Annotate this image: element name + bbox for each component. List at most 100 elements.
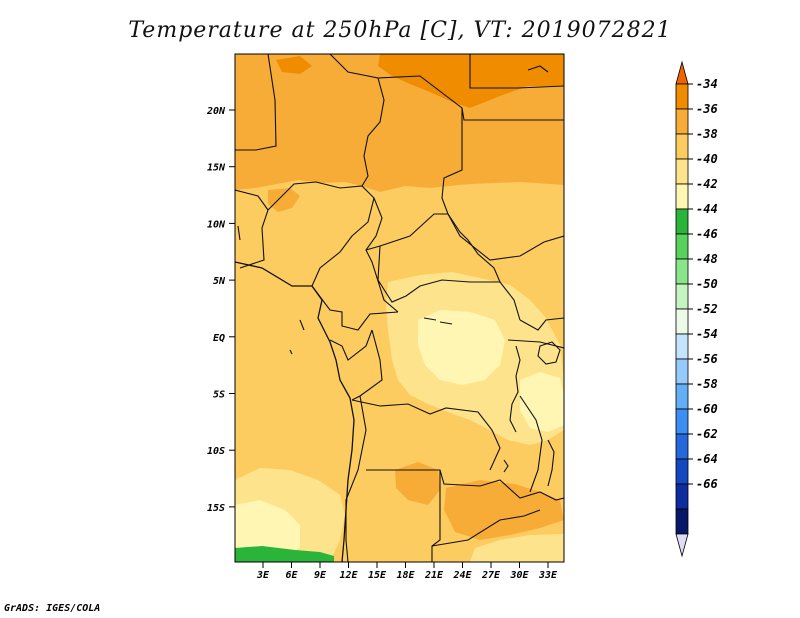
colorbar-label: -36	[696, 102, 718, 116]
lon-label: 21E	[424, 570, 444, 581]
lat-label: 10S	[207, 446, 225, 457]
colorbar-swatch	[675, 258, 689, 285]
border-south-sudan	[447, 213, 564, 261]
colorbar-swatch	[675, 208, 689, 235]
colorbar-swatch	[675, 333, 689, 360]
lon-label: 27E	[481, 570, 501, 581]
border-uganda	[519, 317, 564, 331]
border-mali	[235, 54, 277, 151]
field-minus44-east	[520, 372, 564, 432]
lat-label: 5S	[213, 390, 225, 401]
colorbar: -34 -36 -38 -40 -42 -44 -46 -48 -50 -52 -54 -56 -58 -…	[675, 60, 718, 558]
colorbar-swatch	[675, 383, 689, 410]
border-gabon-congo	[311, 285, 399, 331]
colorbar-swatch	[675, 358, 689, 385]
field-minus46-southwest	[235, 546, 334, 562]
border-west-a	[235, 189, 269, 269]
border-angola-zambia	[366, 469, 481, 487]
lat-label: 15S	[207, 503, 225, 514]
colorbar-swatch	[675, 183, 689, 210]
colorbar-label: -62	[696, 427, 718, 441]
lat-label: 20N	[206, 106, 226, 117]
country-borders	[235, 54, 564, 562]
colorbar-swatch	[675, 158, 689, 185]
lat-label: EQ	[213, 333, 225, 344]
colorbar-swatch	[675, 508, 689, 535]
field-minus36-patch-a	[276, 56, 312, 74]
colorbar-swatch	[675, 60, 689, 85]
coast-northeast	[527, 65, 549, 73]
colorbar-label: -42	[696, 177, 718, 191]
lon-label: 18E	[396, 570, 415, 581]
lon-label: 33E	[538, 570, 558, 581]
border-libya-chad	[377, 75, 463, 215]
lon-label: 15E	[368, 570, 387, 581]
colorbar-label: -44	[696, 202, 718, 216]
colorbar-label: -56	[696, 352, 718, 366]
border-algeria-niger	[329, 54, 385, 187]
lon-label: 9E	[314, 570, 327, 581]
lon-label: 3E	[256, 570, 270, 581]
lat-label: 10N	[207, 219, 226, 230]
border-sudan-north	[461, 107, 564, 121]
temperature-field	[235, 54, 564, 562]
field-minus42-southeast	[470, 534, 564, 562]
colorbar-swatch	[675, 233, 689, 260]
lon-label: 12E	[339, 570, 358, 581]
colorbar-label: -60	[696, 402, 718, 416]
field-minus44-southwest	[235, 500, 300, 556]
colorbar-label: -48	[696, 252, 718, 266]
lon-label: 6E	[285, 570, 298, 581]
border-congo-b	[329, 329, 373, 361]
colorbar-swatch	[675, 308, 689, 335]
colorbar-swatch	[675, 108, 689, 135]
border-car-drc	[377, 245, 521, 321]
colorbar-label: -34	[696, 77, 718, 91]
colorbar-swatch	[675, 133, 689, 160]
field-minus44-center	[418, 310, 505, 385]
colorbar-swatch	[675, 533, 689, 558]
border-angola-west	[345, 395, 367, 562]
lon-label: 24E	[452, 570, 472, 581]
grads-credit: GrADS: IGES/COLA	[4, 603, 101, 614]
colorbar-label: -38	[696, 127, 718, 141]
border-tanzania	[519, 395, 543, 493]
map-frame	[234, 53, 565, 563]
border-zambia-east	[479, 479, 564, 501]
colorbar-swatch	[675, 283, 689, 310]
colorbar-label: -66	[696, 477, 718, 491]
colorbar-label: -64	[696, 452, 718, 466]
colorbar-swatch	[675, 458, 689, 485]
lon-label: 30E	[509, 570, 529, 581]
river-marks	[423, 317, 453, 325]
lake-victoria	[537, 341, 561, 365]
border-car-sudan	[365, 213, 501, 283]
lat-label: 15N	[207, 163, 226, 174]
lat-label: 5N	[213, 276, 226, 287]
colorbar-swatch	[675, 483, 689, 510]
coastline-atlantic	[235, 261, 355, 562]
map-title: Temperature at 250hPa [C], VT: 201907282…	[128, 18, 672, 43]
colorbar-label: -54	[696, 327, 718, 341]
field-minus38-south	[395, 462, 440, 505]
longitude-axis: 3E 6E 9E 12E 15E 18E 21E 24E 27E 30E 33E	[256, 562, 558, 581]
colorbar-swatch	[675, 83, 689, 110]
field-minus36-north	[378, 54, 564, 108]
coast-islands	[237, 225, 305, 355]
colorbar-swatch	[675, 408, 689, 435]
colorbar-swatch	[675, 433, 689, 460]
border-congo-drc	[351, 329, 383, 401]
border-angola-drc	[351, 399, 501, 471]
latitude-axis: 20N 15N 10N 5N EQ 5S 10S 15S	[206, 106, 235, 514]
lake-malawi	[547, 439, 555, 487]
lake-small	[503, 459, 509, 473]
field-minus38-patch-west	[268, 188, 300, 212]
colorbar-label: -50	[696, 277, 718, 291]
lake-tanganyika	[509, 345, 521, 433]
border-botswana	[431, 509, 541, 547]
border-egypt	[469, 54, 564, 89]
border-namibia	[431, 470, 441, 562]
field-minus38-southeast	[444, 480, 564, 540]
colorbar-label: -52	[696, 302, 718, 316]
